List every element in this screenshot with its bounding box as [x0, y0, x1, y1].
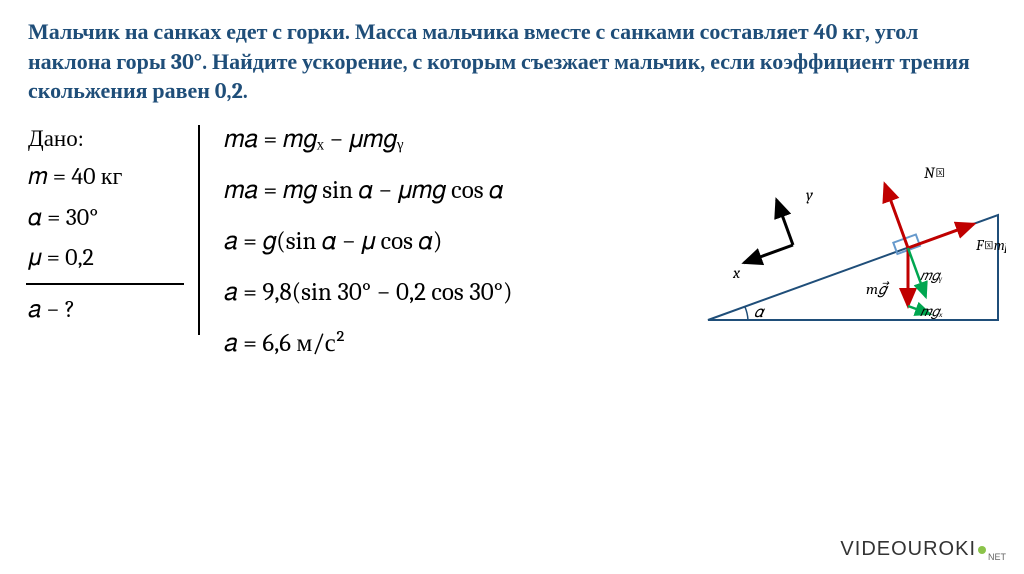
- equation-1: 𝑚𝑎 = 𝑚𝑔ₓ − 𝜇𝑚𝑔ᵧ: [224, 125, 513, 154]
- given-find: 𝑎 − ?: [28, 295, 184, 323]
- N-vector: [885, 184, 908, 248]
- mg-label: m𝑔⃗: [866, 280, 890, 298]
- problem-title: Мальчик на санках едет с горки. Масса ма…: [28, 18, 996, 107]
- Ftr-label: F⃗тр: [975, 236, 1006, 254]
- given-mass: 𝑚 = 40 кг: [28, 162, 184, 191]
- mgy-label: 𝑚𝑔ᵧ: [920, 267, 943, 284]
- equation-5: 𝑎 = 6,6 м/с²: [224, 329, 513, 358]
- given-label: Дано:: [28, 125, 184, 152]
- given-separator: [26, 283, 184, 285]
- watermark: VIDEOUROKINET: [840, 538, 1006, 562]
- N-label: N⃗: [924, 164, 945, 182]
- incline-diagram: 𝛼 y x N⃗ F⃗тр m𝑔⃗ 𝑚𝑔ᵧ 𝑚𝑔ₓ: [698, 160, 1006, 340]
- mgx-label: 𝑚𝑔ₓ: [920, 303, 943, 320]
- angle-label: 𝛼: [754, 303, 766, 321]
- x-axis: [744, 245, 793, 263]
- Ftr-vector: [908, 224, 974, 248]
- given-angle: 𝛼 = 30°: [28, 203, 184, 231]
- x-label: x: [732, 264, 741, 282]
- given-column: Дано: 𝑚 = 40 кг 𝛼 = 30° 𝜇 = 0,2 𝑎 − ?: [28, 125, 200, 335]
- given-mu: 𝜇 = 0,2: [28, 243, 184, 271]
- y-axis: [777, 200, 793, 245]
- equation-4: 𝑎 = 9,8(sin 30° − 0,2 cos 30°): [224, 278, 513, 307]
- equation-2: 𝑚𝑎 = 𝑚𝑔 sin 𝛼 − 𝜇𝑚𝑔 cos 𝛼: [224, 176, 513, 205]
- angle-arc: [745, 307, 748, 320]
- solution-column: 𝑚𝑎 = 𝑚𝑔ₓ − 𝜇𝑚𝑔ᵧ 𝑚𝑎 = 𝑚𝑔 sin 𝛼 − 𝜇𝑚𝑔 cos …: [200, 125, 513, 380]
- equation-3: 𝑎 = 𝑔(sin 𝛼 − 𝜇 cos 𝛼): [224, 227, 513, 256]
- y-label: y: [806, 186, 813, 204]
